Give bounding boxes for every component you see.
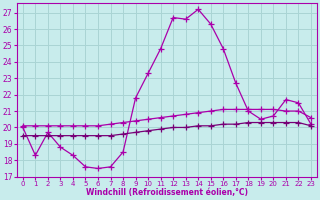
X-axis label: Windchill (Refroidissement éolien,°C): Windchill (Refroidissement éolien,°C) [86, 188, 248, 197]
